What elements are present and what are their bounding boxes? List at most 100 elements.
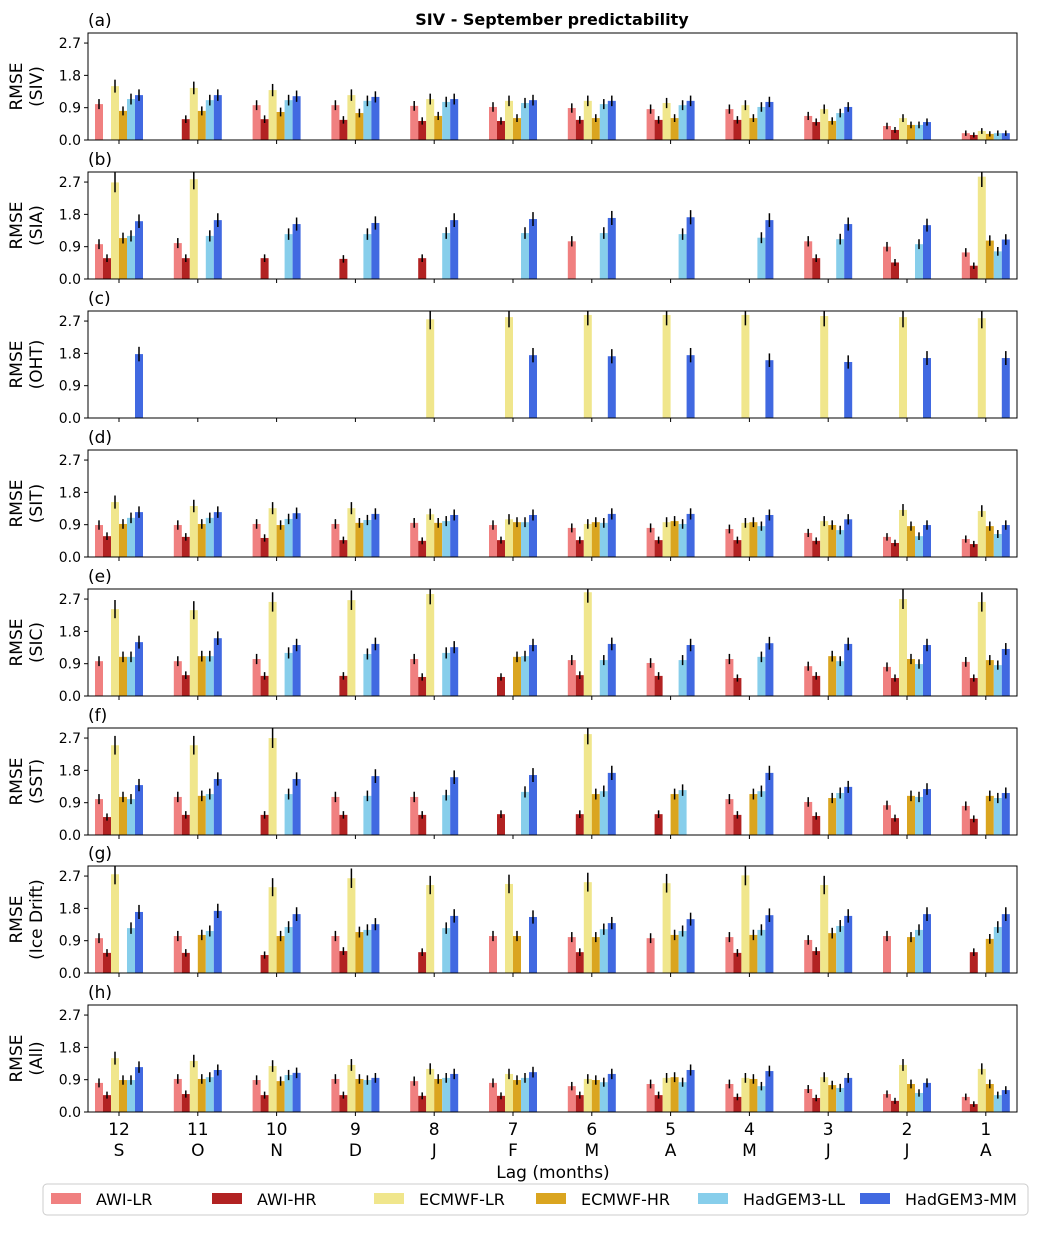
bar-AWI-LR-6 [567, 660, 576, 696]
bar-HadGEM3-MM-6 [607, 923, 616, 973]
bar-HadGEM3-LL-4 [757, 791, 766, 835]
bar-AWI-HR-8 [418, 258, 427, 279]
bar-AWI-HR-11 [181, 536, 190, 557]
y-tick-label: 1.8 [59, 207, 81, 223]
bar-HadGEM3-LL-2 [915, 244, 923, 279]
bar-HadGEM3-MM-2 [923, 225, 931, 279]
bar-ECMWF-HR-12 [119, 1080, 127, 1112]
panel-label: (a) [88, 11, 112, 31]
bar-AWI-LR-12 [95, 661, 103, 696]
bar-AWI-HR-9 [339, 540, 348, 557]
bar-HadGEM3-LL-7 [521, 656, 529, 696]
bar-AWI-LR-11 [173, 796, 182, 835]
bar-AWI-LR-2 [883, 805, 891, 835]
bar-ECMWF-HR-7 [513, 522, 521, 557]
bar-ECMWF-HR-6 [591, 1080, 600, 1112]
bar-HadGEM3-MM-12 [135, 642, 143, 696]
y-tick-label: 0.0 [59, 828, 81, 844]
bar-AWI-LR-7 [489, 936, 497, 973]
legend-label: ECMWF-LR [419, 1190, 505, 1209]
legend-label: AWI-HR [257, 1190, 317, 1209]
panel-label: (b) [88, 150, 112, 170]
bar-HadGEM3-MM-8 [450, 647, 459, 696]
bar-HadGEM3-MM-10 [292, 96, 301, 140]
y-axis-label: RMSE(SIT) [7, 479, 47, 527]
bar-ECMWF-LR-5 [662, 103, 671, 140]
panel-frame [87, 32, 1018, 141]
bar-HadGEM3-MM-4 [765, 1071, 774, 1112]
bar-HadGEM3-LL-11 [205, 794, 214, 835]
x-tick-month: J [903, 1141, 909, 1161]
bar-HadGEM3-MM-11 [213, 95, 222, 140]
bar-ECMWF-HR-9 [355, 932, 364, 973]
bar-AWI-LR-6 [567, 1086, 576, 1112]
bar-HadGEM3-MM-1 [1001, 914, 1010, 973]
y-tick-label: 0.0 [59, 966, 81, 982]
y-tick-label: 1.8 [59, 624, 81, 640]
bar-AWI-HR-8 [418, 676, 427, 696]
y-tick-label: 0.0 [59, 411, 81, 427]
bar-HadGEM3-LL-4 [757, 237, 766, 279]
bar-ECMWF-LR-1 [977, 131, 986, 140]
bar-AWI-LR-4 [725, 109, 734, 140]
bar-ECMWF-HR-12 [119, 656, 127, 696]
y-tick-label: 2.7 [59, 731, 81, 747]
panel-2: 0.0 0.9 1.8 2.7 (c) RMSE(OHT) [7, 289, 1018, 427]
bar-ECMWF-LR-1 [977, 176, 986, 279]
bar-AWI-LR-1 [961, 133, 970, 140]
bar-AWI-HR-7 [497, 814, 505, 835]
bar-AWI-LR-12 [95, 104, 103, 140]
bar-ECMWF-HR-9 [355, 113, 364, 140]
y-tick-label: 1.8 [59, 346, 81, 362]
bar-ECMWF-HR-1 [985, 1083, 994, 1112]
bar-HadGEM3-LL-6 [599, 791, 608, 835]
bar-HadGEM3-LL-3 [836, 661, 845, 696]
bar-ECMWF-LR-1 [977, 511, 986, 557]
bar-HadGEM3-LL-12 [127, 517, 135, 557]
bar-HadGEM3-LL-6 [599, 104, 608, 140]
bar-HadGEM3-LL-10 [284, 100, 293, 140]
x-tick-label: 2 [902, 1120, 913, 1140]
legend-frame [42, 1183, 1029, 1216]
bar-HadGEM3-LL-9 [363, 100, 372, 140]
bar-HadGEM3-MM-7 [529, 645, 537, 696]
bar-ECMWF-LR-11 [189, 610, 198, 696]
bar-ECMWF-HR-1 [985, 526, 994, 557]
x-tick-month: N [270, 1141, 283, 1161]
bar-HadGEM3-LL-9 [363, 1080, 372, 1112]
bar-HadGEM3-MM-12 [135, 221, 143, 279]
bar-HadGEM3-LL-5 [678, 523, 687, 557]
y-tick-label: 1.8 [59, 485, 81, 501]
legend-swatch-ECMWF-LR [374, 1193, 404, 1204]
bar-HadGEM3-MM-5 [686, 100, 695, 140]
bar-AWI-LR-1 [961, 661, 970, 696]
bar-AWI-HR-9 [339, 675, 348, 696]
x-tick-month: M [742, 1141, 757, 1161]
bar-AWI-HR-7 [497, 676, 505, 696]
bar-AWI-HR-7 [497, 120, 505, 140]
bar-ECMWF-HR-8 [434, 522, 443, 557]
bar-HadGEM3-MM-8 [450, 99, 459, 140]
y-tick-label: 1.8 [59, 901, 81, 917]
bar-HadGEM3-MM-6 [607, 643, 616, 696]
bar-HadGEM3-LL-3 [836, 1087, 845, 1112]
bar-ECMWF-LR-12 [111, 874, 119, 973]
y-axis-label: RMSE(SIA) [7, 201, 47, 249]
bar-AWI-LR-2 [883, 1094, 891, 1112]
bar-HadGEM3-LL-9 [363, 653, 372, 696]
bar-AWI-HR-3 [812, 815, 821, 835]
bar-HadGEM3-MM-9 [371, 513, 380, 557]
bar-ECMWF-LR-4 [741, 314, 750, 418]
bar-ECMWF-LR-6 [583, 882, 592, 973]
bar-HadGEM3-MM-9 [371, 924, 380, 973]
bar-HadGEM3-MM-7 [529, 219, 537, 279]
bar-AWI-HR-3 [812, 675, 821, 696]
panel-frame [87, 588, 1018, 697]
bar-AWI-HR-12 [103, 258, 111, 279]
bar-AWI-HR-6 [575, 952, 584, 973]
bar-HadGEM3-LL-2 [915, 536, 923, 557]
bar-AWI-LR-3 [804, 115, 813, 140]
bar-AWI-LR-12 [95, 244, 103, 279]
y-tick-label: 0.9 [59, 657, 81, 673]
bar-HadGEM3-LL-12 [127, 799, 135, 835]
